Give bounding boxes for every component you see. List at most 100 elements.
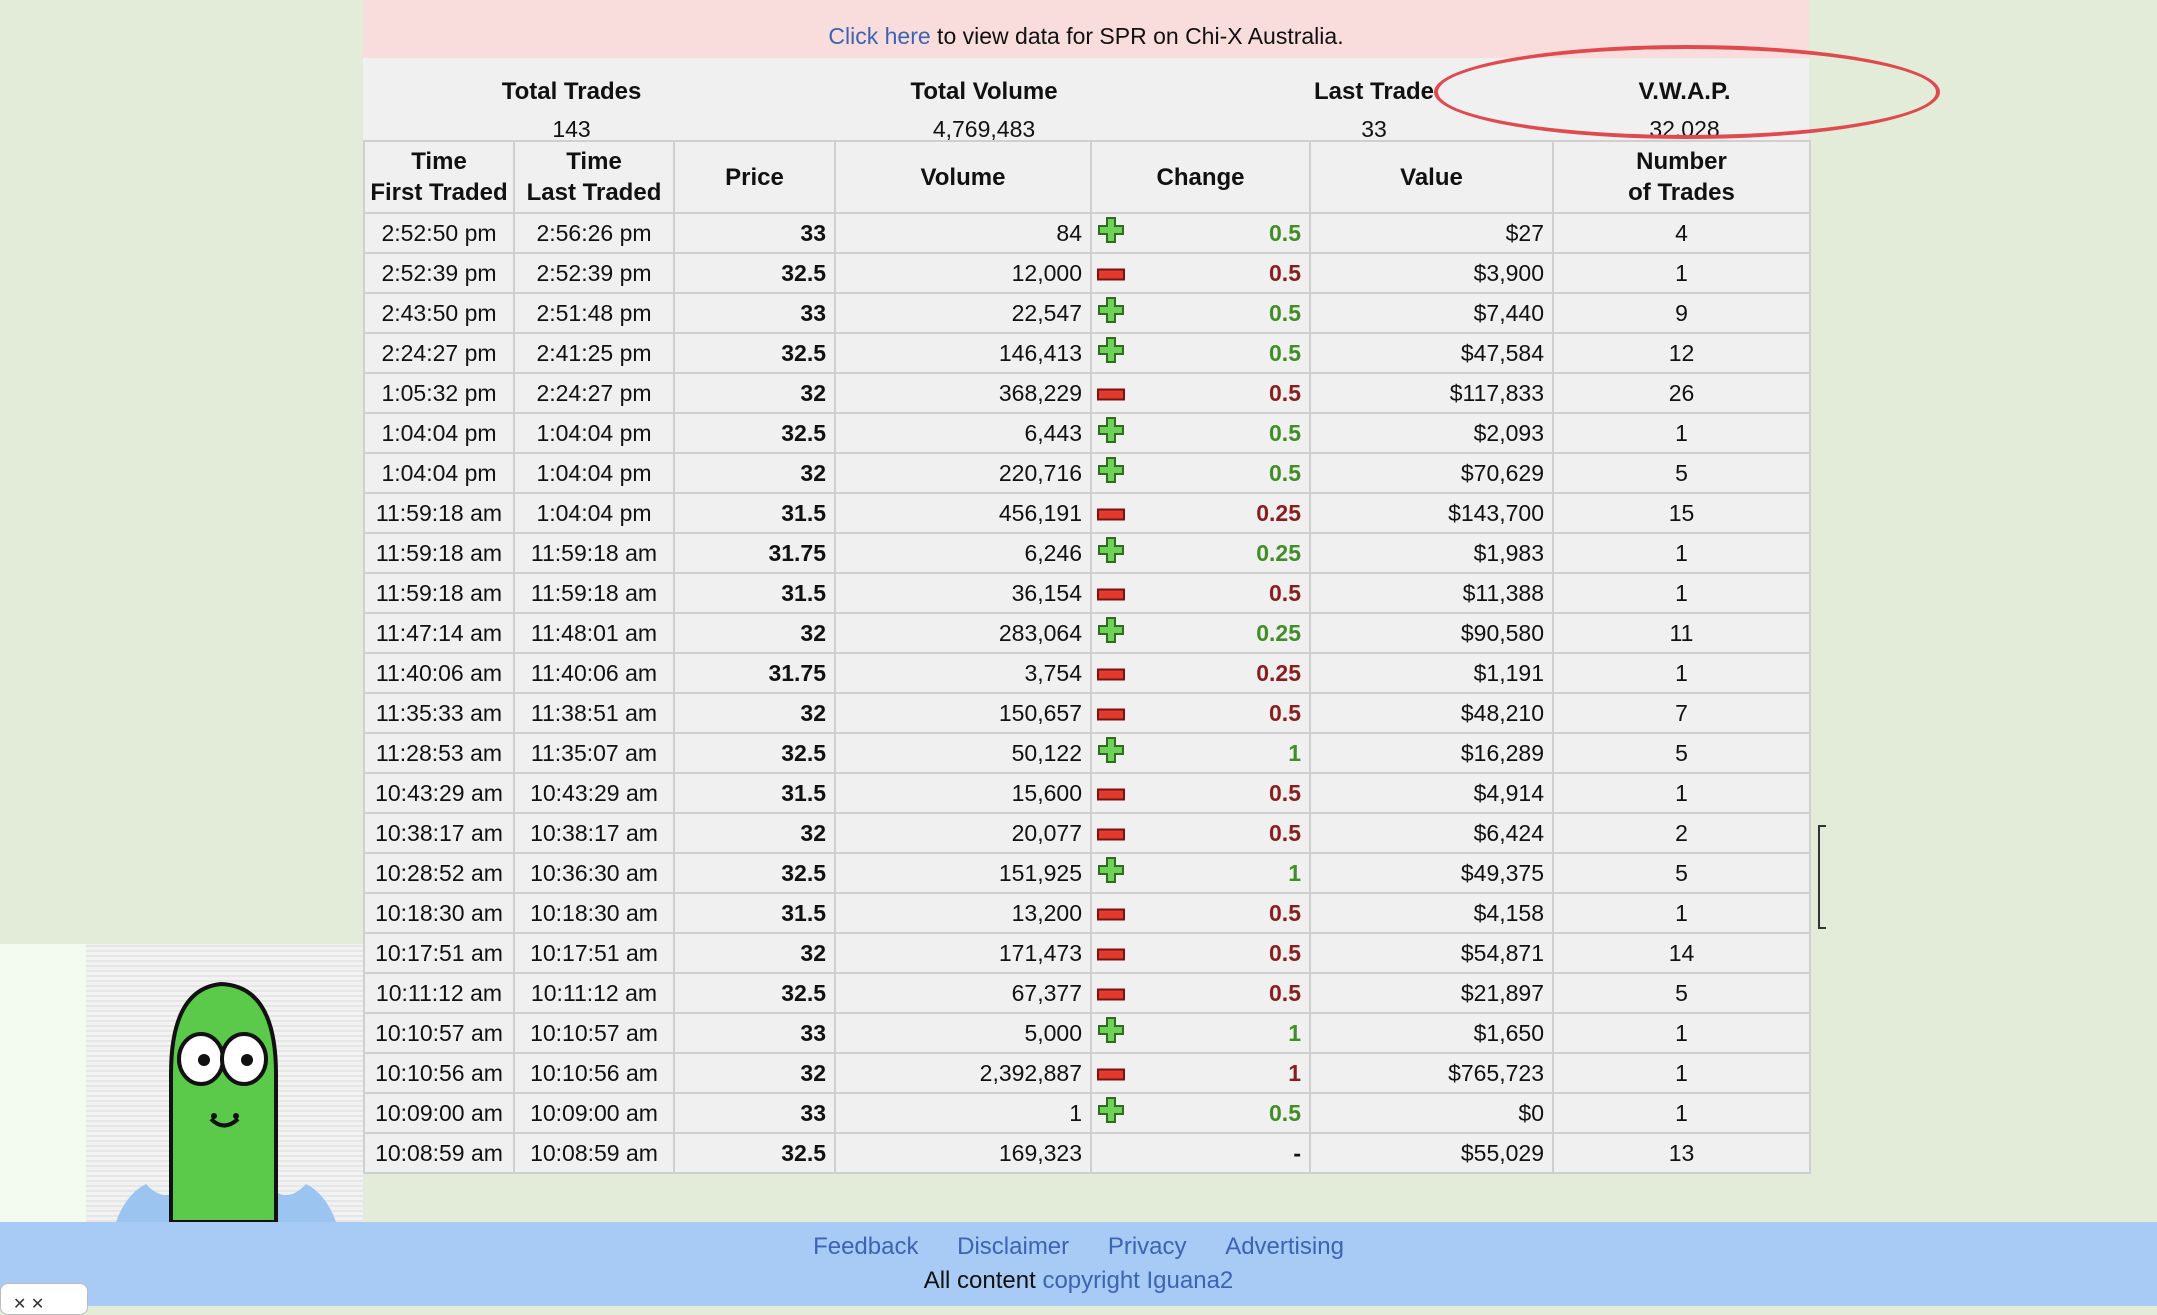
table-row: 2:52:50 pm 2:56:26 pm 33 84 0.5 $27 4 [363,212,1811,254]
cell-time-first: 10:08:59 am [363,1132,515,1174]
cell-volume: 22,547 [834,292,1092,334]
cell-volume: 20,077 [834,812,1092,854]
plus-icon [1097,736,1125,770]
cell-volume: 12,000 [834,252,1092,294]
cell-volume: 50,122 [834,732,1092,774]
change-value: 0.5 [1269,299,1301,326]
trades-table: Time First Traded Time Last Traded Price V… [363,140,1811,1174]
cell-volume: 3,754 [834,652,1092,694]
table-row: 10:10:56 am 10:10:56 am 32 2,392,887 1 $765,7… [363,1052,1811,1094]
col-time-first[interactable]: Time First Traded [363,140,515,214]
summary-value: 4,769,483 [932,116,1036,142]
cell-time-first: 2:43:50 pm [363,292,515,334]
summary-total-volume: Total Volume 4,769,483 [780,58,1188,143]
minus-icon [1097,660,1125,687]
col-value[interactable]: Value [1309,140,1554,214]
cell-price: 32 [673,372,836,414]
cell-volume: 368,229 [834,372,1092,414]
cell-time-first: 11:47:14 am [363,612,515,654]
cell-time-first: 10:18:30 am [363,892,515,934]
cell-price: 32.5 [673,852,836,894]
cell-time-last: 10:43:29 am [513,772,675,814]
table-row: 11:59:18 am 11:59:18 am 31.75 6,246 0.25 $1,9… [363,532,1811,574]
cell-time-last: 10:08:59 am [513,1132,675,1174]
summary-label: Total Trades [501,78,642,105]
cell-price: 31.5 [673,572,836,614]
cell-time-last: 11:48:01 am [513,612,675,654]
cell-price: 32.5 [673,732,836,774]
table-row: 11:47:14 am 11:48:01 am 32 283,064 0.25 $90,5… [363,612,1811,654]
summary-last-trade: Last Trade 33 [1188,58,1560,143]
footer-link-disclaimer[interactable]: Disclaimer [957,1233,1070,1260]
change-value: 0.5 [1269,779,1301,806]
change-value: 0.5 [1269,939,1301,966]
col-volume[interactable]: Volume [834,140,1092,214]
cell-price: 31.75 [673,532,836,574]
footer-link-privacy[interactable]: Privacy [1107,1233,1187,1260]
cell-time-last: 2:51:48 pm [513,292,675,334]
cell-volume: 456,191 [834,492,1092,534]
cell-change: 0.5 [1090,892,1311,934]
cell-num-trades: 9 [1552,292,1811,334]
minus-icon [1097,500,1125,527]
footer-link-feedback[interactable]: Feedback [813,1233,919,1260]
cell-value: $90,580 [1309,612,1554,654]
side-bracket [1818,825,1826,929]
table-row: 10:28:52 am 10:36:30 am 32.5 151,925 1 $49,37… [363,852,1811,894]
table-row: 10:43:29 am 10:43:29 am 31.5 15,600 0.5 $4,91… [363,772,1811,814]
cell-num-trades: 1 [1552,1052,1811,1094]
col-price[interactable]: Price [673,140,836,214]
cell-time-last: 11:59:18 am [513,572,675,614]
corner-tab[interactable]: ✕ ✕ [0,1283,88,1315]
cell-change: 0.5 [1090,772,1311,814]
cell-num-trades: 1 [1552,1012,1811,1054]
cell-change: 0.5 [1090,252,1311,294]
change-value: 0.5 [1269,339,1301,366]
chix-link[interactable]: Click here [828,23,931,49]
plus-icon [1097,1096,1125,1130]
cell-num-trades: 5 [1552,972,1811,1014]
cell-time-last: 2:24:27 pm [513,372,675,414]
cell-change: - [1090,1132,1311,1174]
cell-value: $765,723 [1309,1052,1554,1094]
cell-value: $48,210 [1309,692,1554,734]
footer-link-advertising[interactable]: Advertising [1225,1233,1344,1260]
plus-icon [1097,216,1125,250]
table-header-row: Time First Traded Time Last Traded Price V… [363,140,1811,214]
cell-change: 0.5 [1090,332,1311,374]
cell-time-last: 10:10:57 am [513,1012,675,1054]
table-row: 11:40:06 am 11:40:06 am 31.75 3,754 0.25 $1,1… [363,652,1811,694]
cell-change: 0.5 [1090,412,1311,454]
table-row: 10:17:51 am 10:17:51 am 32 171,473 0.5 $54,87… [363,932,1811,974]
cell-num-trades: 13 [1552,1132,1811,1174]
cell-price: 31.75 [673,652,836,694]
col-change[interactable]: Change [1090,140,1311,214]
minus-icon [1097,900,1125,927]
summary-label: Total Volume [910,78,1058,105]
cell-time-last: 2:56:26 pm [513,212,675,254]
trades-body: 2:52:50 pm 2:56:26 pm 33 84 0.5 $27 4 2:52:39 p… [363,212,1811,1174]
cell-price: 31.5 [673,892,836,934]
col-time-last[interactable]: Time Last Traded [513,140,675,214]
cell-num-trades: 1 [1552,252,1811,294]
cell-time-last: 11:59:18 am [513,532,675,574]
cell-change: 0.25 [1090,652,1311,694]
summary-label: Last Trade [1313,78,1435,105]
market-depth-panel: Click here to view data for SPR on Chi-X… [363,0,1811,1174]
table-row: 10:38:17 am 10:38:17 am 32 20,077 0.5 $6,424 2 [363,812,1811,854]
cell-time-last: 1:04:04 pm [513,412,675,454]
copyright-link[interactable]: copyright Iguana2 [1042,1267,1234,1294]
cell-change: 1 [1090,1052,1311,1094]
cell-value: $117,833 [1309,372,1554,414]
cell-change: 1 [1090,852,1311,894]
cell-time-last: 10:09:00 am [513,1092,675,1134]
footer: Feedback Disclaimer Privacy Advertising … [0,1222,2157,1306]
minus-icon [1097,980,1125,1007]
summary-value: 33 [1361,116,1387,142]
cell-time-last: 10:10:56 am [513,1052,675,1094]
col-num-trades[interactable]: Number of Trades [1552,140,1811,214]
minus-icon [1097,700,1125,727]
cell-time-first: 10:17:51 am [363,932,515,974]
plus-icon [1097,336,1125,370]
minus-icon [1097,940,1125,967]
